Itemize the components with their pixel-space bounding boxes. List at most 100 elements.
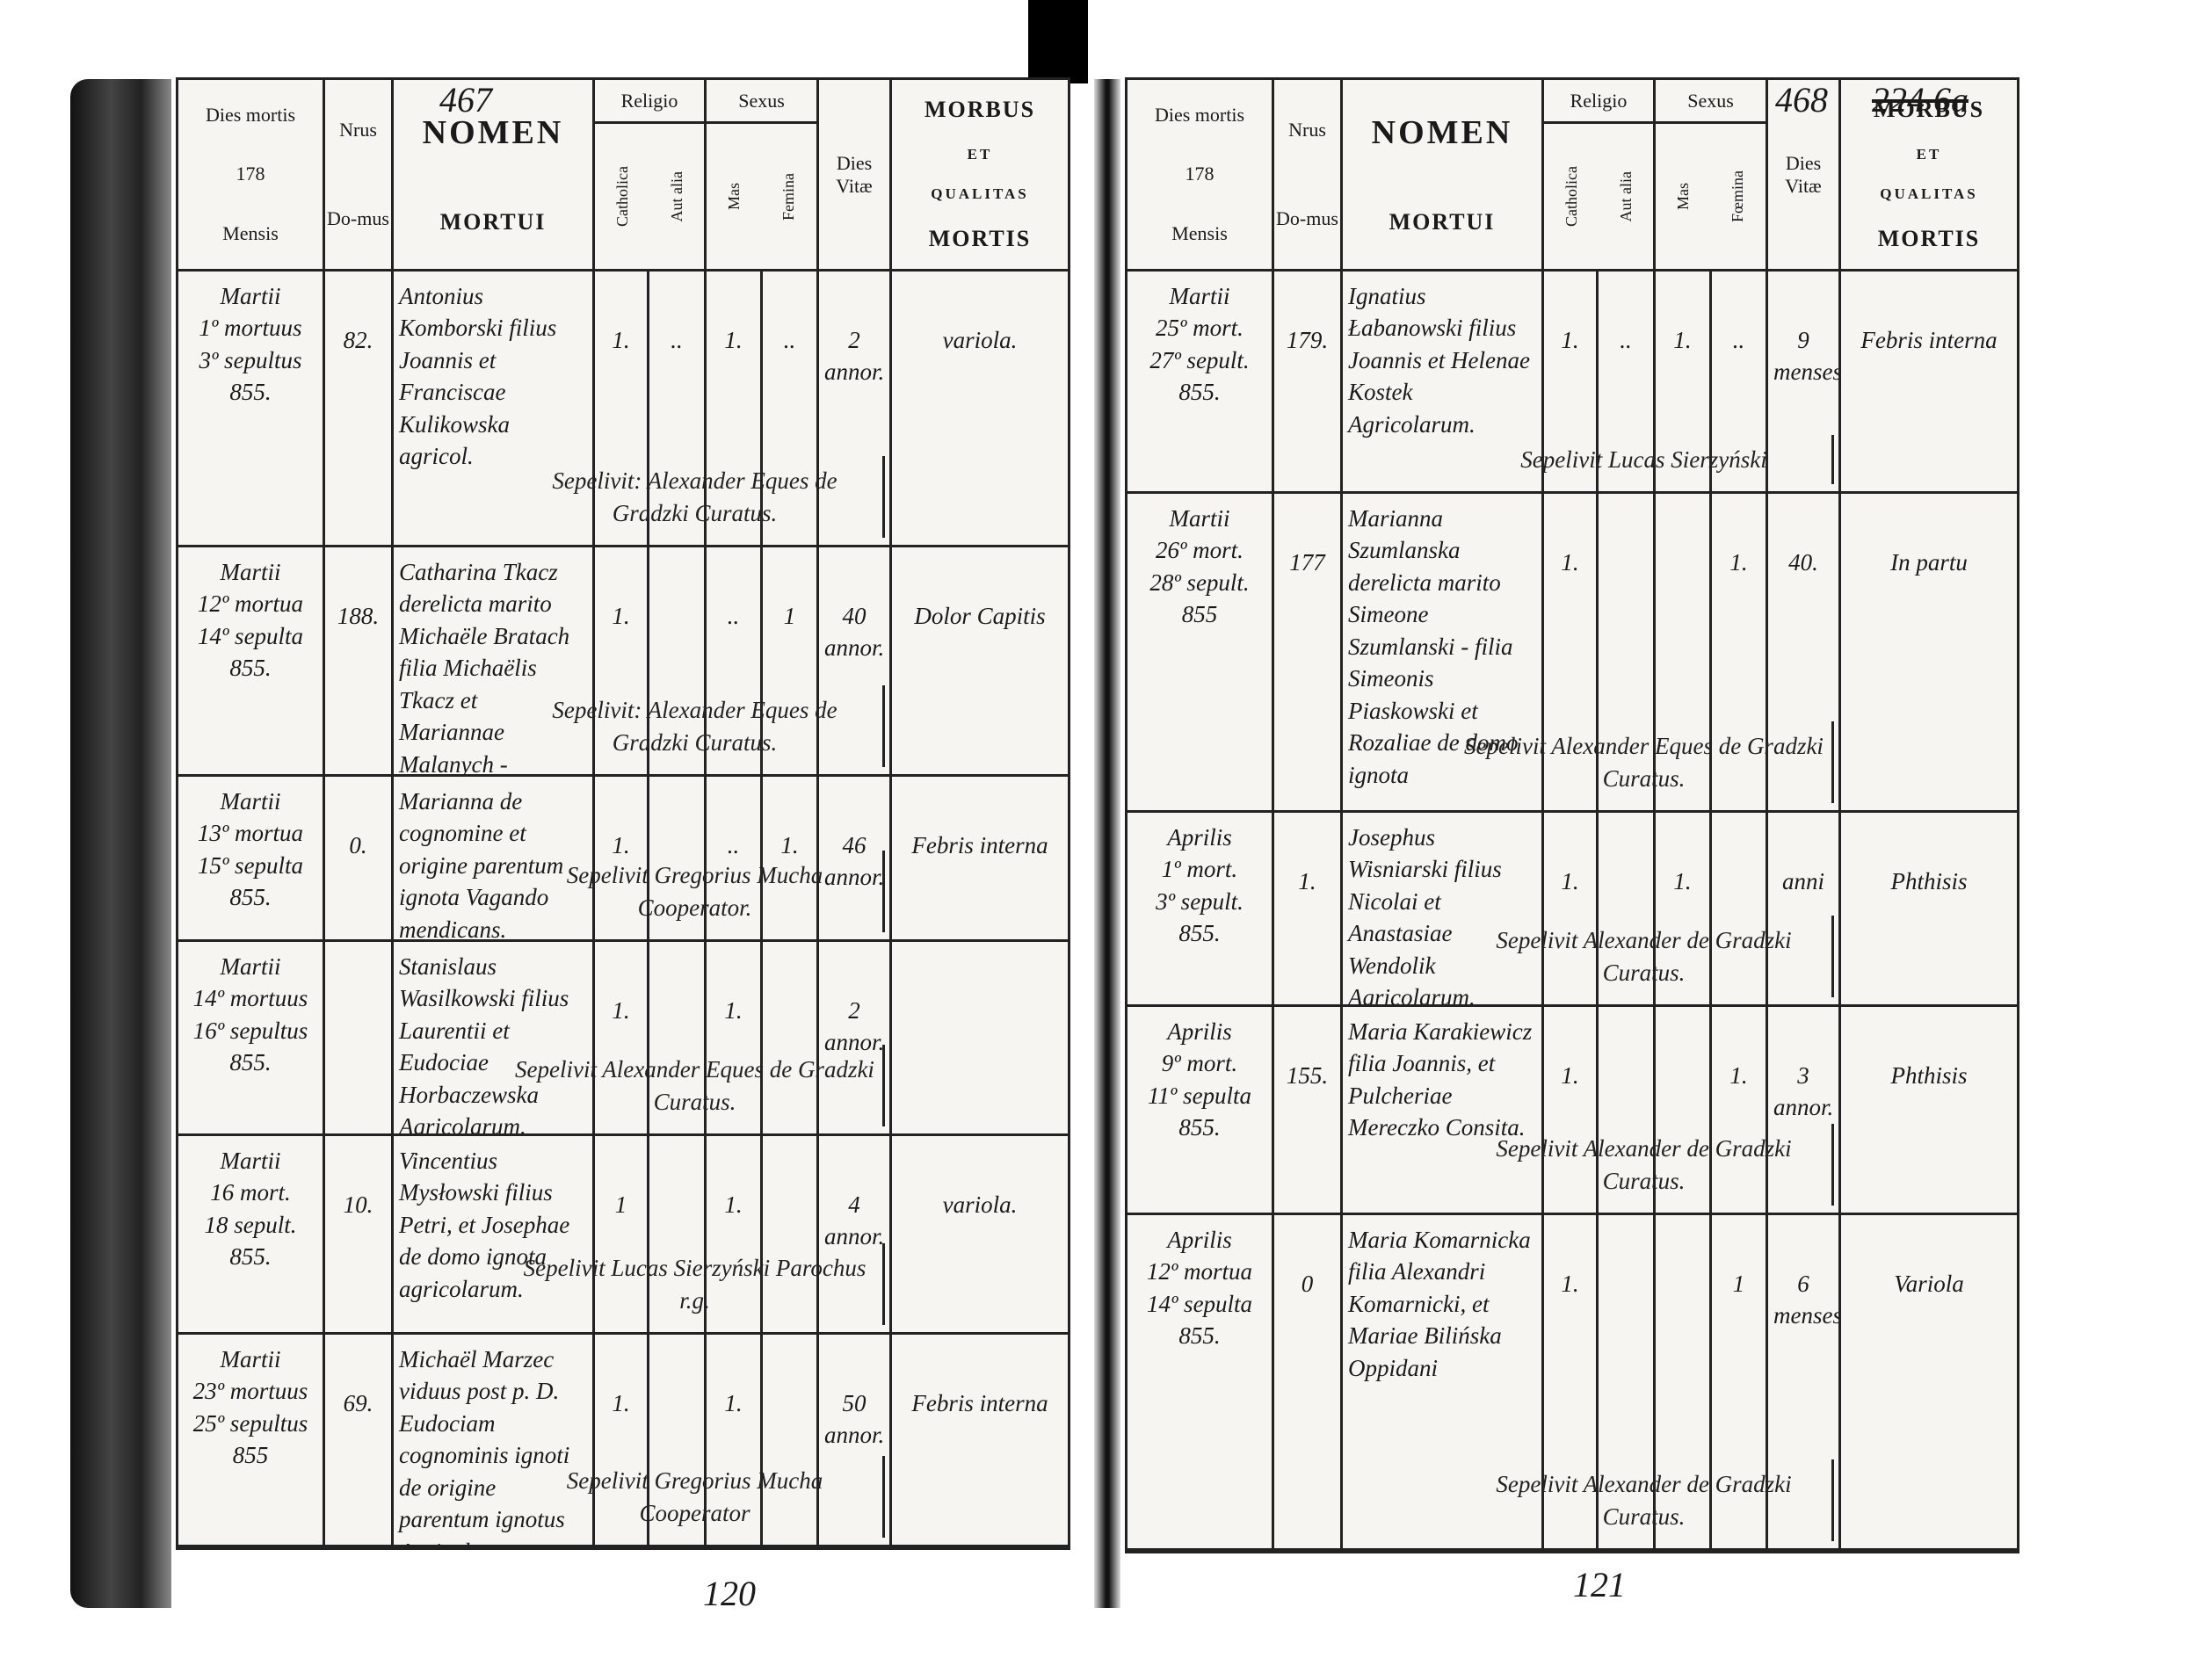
entry-row: Martii 12º mortua 14º sepulta 855. 188. Ca… [178, 547, 1068, 777]
mas: 1. [1656, 272, 1712, 491]
date: Martii 25º mort. 27º sepult. 855. [1128, 272, 1274, 491]
entry-row: Aprilis 12º mortua 14º sepulta 855. 0 Mari… [1128, 1215, 2017, 1551]
header-cell: NOMEN MORTUI [394, 80, 595, 269]
table-header: Dies mortis 178 Mensis Nrus Do-mus NOMEN MORTU… [1128, 80, 2017, 272]
entry-cell [325, 942, 394, 1133]
catholica: 1. [1544, 494, 1599, 810]
house: 10. [325, 1136, 394, 1332]
cause: In partu [1890, 549, 1968, 576]
burial-note: Sepelivit Gregorius Mucha Cooperator [507, 1456, 885, 1538]
header-label: Aut alia [667, 170, 685, 222]
name: Marianna de cognomine et origine parentu… [394, 777, 595, 939]
header-cell: Nrus Do-mus [1274, 80, 1343, 269]
header-label: NOMEN [1371, 114, 1513, 152]
entry-cell [1599, 813, 1656, 1004]
header-label: QUALITAS [931, 185, 1029, 203]
page-number-crossed: 224 6a [1872, 80, 1969, 119]
catholica: 1. [595, 942, 649, 1133]
house: 82. [325, 272, 394, 545]
house: 155. [1274, 1007, 1343, 1213]
entry-row: Martii 1º mortuus 3º sepultus 855. 82. Ant… [178, 272, 1068, 547]
house: 179. [1274, 272, 1343, 491]
date: Aprilis 12º mortua 14º sepulta 855. [1128, 1215, 1274, 1548]
age: 3 annor. [1768, 1007, 1841, 1213]
femina: 1. [1712, 494, 1768, 810]
header-label: MORTUI [1389, 208, 1496, 235]
mas: 1. [707, 1335, 763, 1545]
header-label: Sexus [707, 80, 816, 124]
catholica: 1. [1544, 1007, 1599, 1213]
burial-note: Sepelivit Lucas Sierzyński [1456, 434, 1834, 484]
catholica: 1. [595, 547, 649, 774]
burial-note: Sepelivit: Alexander Eques de Gradzki Cu… [507, 685, 885, 767]
aut-alia: .. [1599, 272, 1656, 491]
header-cell: Nrus Do-mus [325, 80, 394, 269]
header-label: Dies mortis [1154, 103, 1245, 126]
date: Martii 12º mortua 14º sepulta 855. [178, 547, 325, 774]
mas: 1. [707, 1136, 763, 1332]
cause: Dolor Capitis [914, 603, 1046, 629]
header-label: QUALITAS [1880, 185, 1978, 203]
header-label: Catholica [613, 166, 631, 227]
header-cell: Aut alia [649, 124, 704, 269]
header-cell: Femina [762, 124, 817, 269]
header-label: Mas [1673, 183, 1692, 210]
burial-note: Sepelivit Alexander de Gradzki Curatus. [1456, 1459, 1834, 1541]
entry-cell [892, 942, 1068, 1133]
femina: 1 [763, 547, 819, 774]
header-cell: Mas [1656, 124, 1711, 269]
femina: .. [763, 272, 819, 545]
gutter [1094, 79, 1120, 1608]
header-cell: Catholica [595, 124, 649, 269]
catholica: 1. [595, 777, 649, 939]
age: 2 annor. [819, 272, 892, 545]
header-label: Mas [724, 183, 743, 210]
age: 4 annor. [819, 1136, 892, 1332]
header-group: Sexus Mas Femina [707, 80, 819, 269]
name: Maria Komarnicka filia Alexandri Komarni… [1343, 1215, 1544, 1548]
date: Aprilis 9º mort. 11º sepulta 855. [1128, 1007, 1274, 1213]
header-label: Mensis [1171, 222, 1228, 245]
name: Stanislaus Wasilkowski filius Laurentii … [394, 942, 595, 1133]
catholica: 1. [1544, 813, 1599, 1004]
catholica: 1. [1544, 272, 1599, 491]
burial-note: Sepelivit Alexander Eques de Gradzki Cur… [507, 1045, 885, 1126]
page-number-top: 468 [1775, 80, 1828, 119]
header-label: Aut alia [1616, 170, 1635, 222]
entry-cell [763, 1136, 819, 1332]
header-label: Nrus [339, 118, 377, 141]
header-label: 178 [236, 163, 265, 185]
header-cell: Dies Vitæ [1768, 80, 1841, 269]
header-group: Religio Catholica Aut alia [595, 80, 707, 269]
header-cell: Catholica [1544, 124, 1599, 269]
cause: Febris interna [911, 832, 1048, 858]
entry-cell [763, 1335, 819, 1545]
catholica: 1. [595, 272, 649, 545]
header-label: Sexus [1656, 80, 1766, 124]
entry-cell [1599, 494, 1656, 810]
age: 2 annor. [819, 942, 892, 1133]
age: 9 menses [1768, 272, 1841, 491]
header-label: Do-mus [1276, 207, 1338, 230]
name: Michaël Marzec viduus post p. D. Eudocia… [394, 1335, 595, 1545]
header-label: MORTUI [439, 208, 547, 235]
page-number-bottom: 121 [1573, 1565, 1626, 1604]
burial-note: Sepelivit Alexander de Gradzki Curatus. [1456, 1124, 1834, 1206]
entry-row: Aprilis 1º mort. 3º sepult. 855. 1. Joseph… [1128, 813, 2017, 1007]
entry-cell [649, 942, 707, 1133]
entry-cell [649, 1136, 707, 1332]
cause: Febris interna [911, 1390, 1048, 1416]
burial-note: Sepelivit Gregorius Mucha Cooperator. [507, 851, 885, 932]
cause: Phthisis [1890, 868, 1968, 894]
entry-row: Martii 26º mort. 28º sepult. 855 177 Maria… [1128, 494, 2017, 813]
cause: variola. [942, 1191, 1018, 1218]
header-label: Catholica [1562, 166, 1580, 227]
header-label: Mensis [222, 222, 279, 245]
entry-row: Aprilis 9º mort. 11º sepulta 855. 155. Mar… [1128, 1007, 2017, 1215]
page-number-bottom: 120 [703, 1574, 756, 1613]
cause: variola. [942, 327, 1018, 353]
house: 69. [325, 1335, 394, 1545]
mas: .. [707, 547, 763, 774]
date: Martii 26º mort. 28º sepult. 855 [1128, 494, 1274, 810]
